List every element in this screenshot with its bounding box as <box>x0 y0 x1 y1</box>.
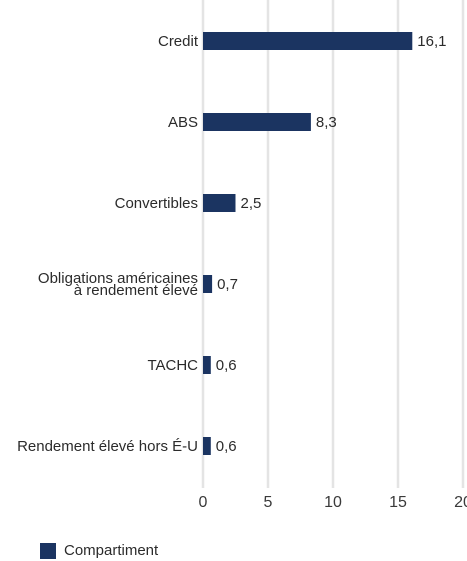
legend: Compartiment <box>40 542 158 559</box>
data-label: 2,5 <box>241 195 262 212</box>
x-tick-label: 5 <box>264 494 273 511</box>
category-label: Credit <box>158 33 199 50</box>
category-label: Convertibles <box>115 195 198 212</box>
category-label: Rendement élevé hors É-U <box>17 438 198 455</box>
x-tick-label: 20 <box>454 494 467 511</box>
data-label: 0,7 <box>217 276 238 293</box>
data-label: 16,1 <box>417 33 446 50</box>
bar <box>203 32 413 50</box>
category-label: Obligations américaines à rendement élevé <box>38 270 198 299</box>
category-label: ABS <box>168 114 198 131</box>
x-tick-label: 15 <box>389 494 407 511</box>
legend-swatch <box>40 542 56 559</box>
bar <box>203 437 211 455</box>
bar <box>203 113 311 131</box>
data-label: 0,6 <box>216 357 237 374</box>
bar <box>203 194 236 212</box>
legend-label: Compartiment <box>64 542 159 559</box>
x-tick-label: 0 <box>199 494 208 511</box>
data-label: 0,6 <box>216 438 237 455</box>
bar <box>203 275 213 293</box>
category-label: TACHC <box>147 357 198 374</box>
bar <box>203 356 211 374</box>
x-tick-label: 10 <box>324 494 342 511</box>
data-label: 8,3 <box>316 114 337 131</box>
